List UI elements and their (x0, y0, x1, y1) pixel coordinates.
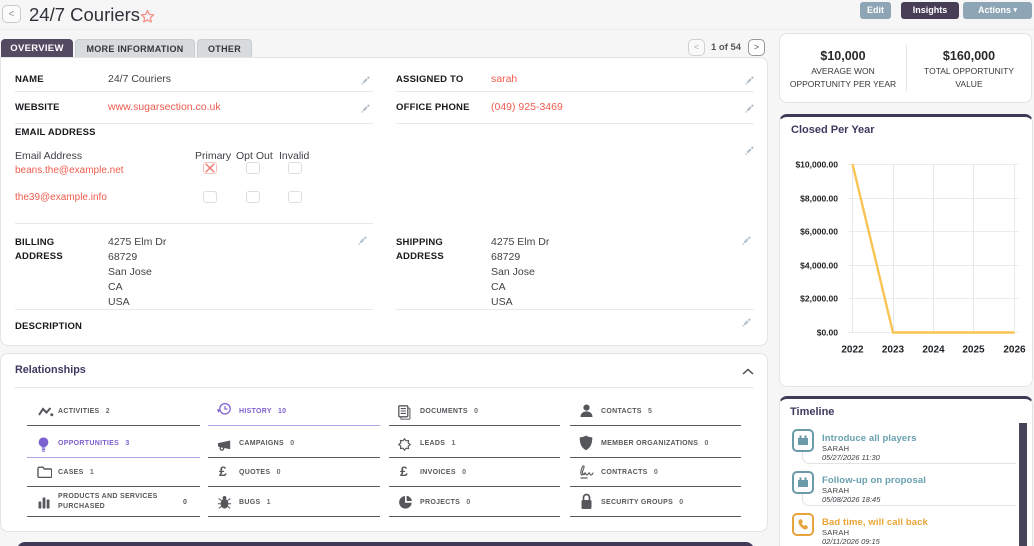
svg-text:$4,000.00: $4,000.00 (800, 261, 838, 271)
svg-text:2025: 2025 (962, 345, 985, 356)
svg-text:$10,000.00: $10,000.00 (795, 160, 838, 170)
svg-text:2024: 2024 (922, 345, 945, 356)
svg-text:$0.00: $0.00 (817, 328, 839, 338)
svg-text:2022: 2022 (841, 345, 864, 356)
svg-text:$6,000.00: $6,000.00 (800, 227, 838, 237)
svg-text:2026: 2026 (1003, 345, 1026, 356)
svg-text:$2,000.00: $2,000.00 (800, 294, 838, 304)
svg-text:$8,000.00: $8,000.00 (800, 194, 838, 204)
svg-text:2023: 2023 (882, 345, 905, 356)
